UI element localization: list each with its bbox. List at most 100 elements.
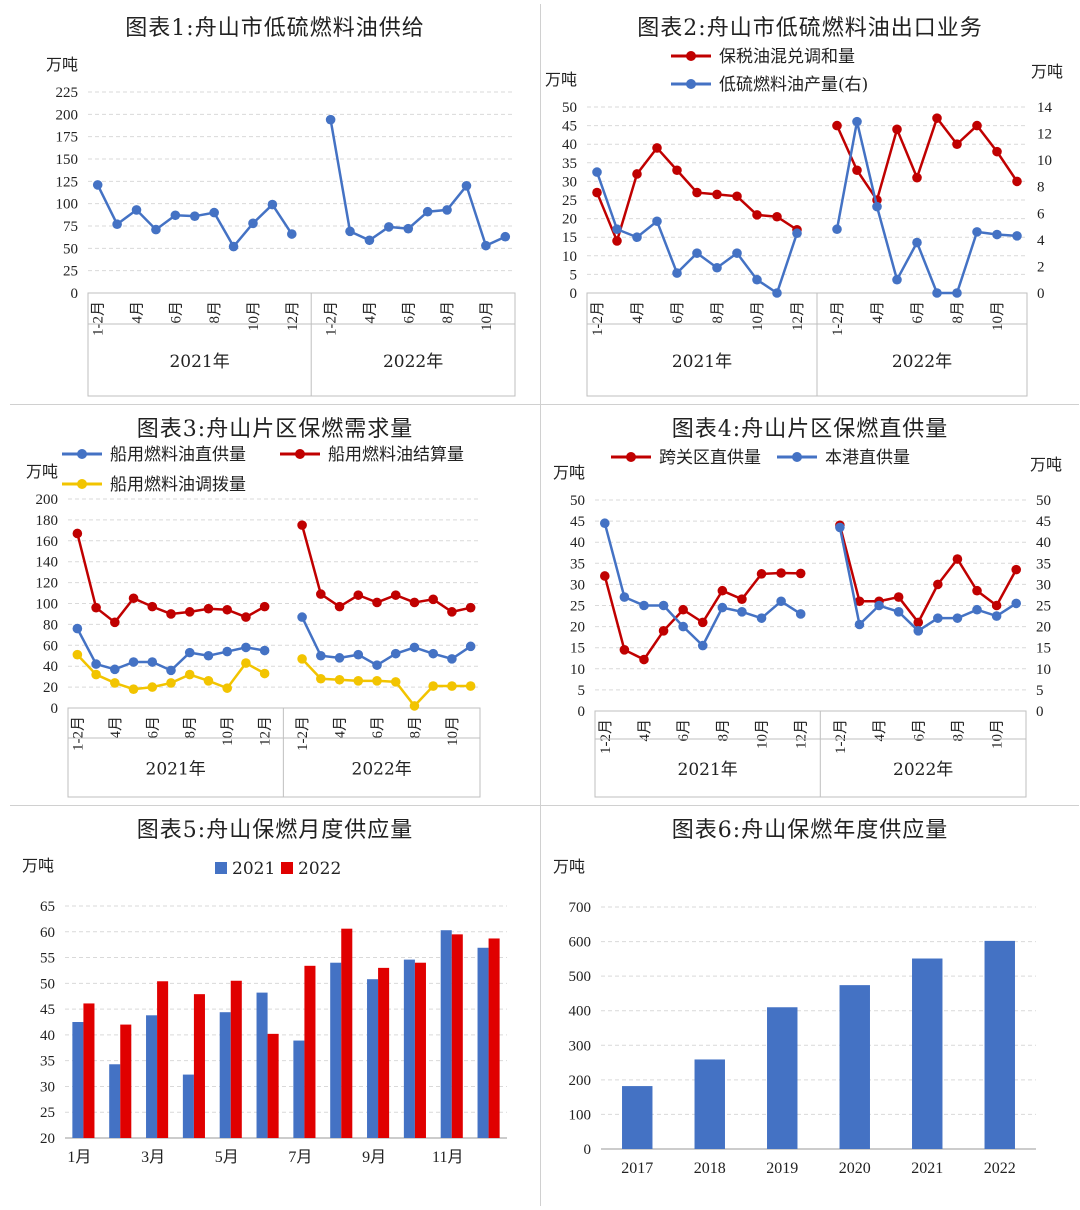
y-tick-label: 30	[570, 577, 585, 593]
data-point	[128, 657, 139, 667]
y-tick-label: 25	[562, 193, 577, 209]
data-point	[166, 678, 176, 688]
data-point	[403, 223, 414, 234]
data-point	[461, 181, 472, 191]
y-tick-label: 15	[1036, 641, 1051, 657]
data-point	[1011, 564, 1022, 575]
y-tick-label: 40	[1036, 535, 1051, 551]
x-tick-label: 4月	[108, 716, 124, 739]
chart-panel-3: 图表3:舟山片区保燃需求量 万吨 0 20 40 60 80 100 120 140 160 180…	[10, 405, 540, 805]
data-point	[972, 227, 982, 237]
x-tick-label: 6月	[676, 719, 692, 742]
y-tick-label: 50	[40, 976, 55, 992]
data-point	[128, 684, 139, 694]
legend-label: 船用燃料油调拨量	[110, 475, 246, 495]
data-point	[892, 124, 902, 135]
data-point	[776, 568, 786, 578]
x-tick-label: 4月	[637, 719, 653, 742]
series-line	[300, 524, 471, 614]
x-axis: 1-2月 4月 6月 8月 10月 12月 1-2月 4月 6月 8月 10月	[91, 301, 495, 336]
data-point	[692, 187, 702, 198]
y-unit-label: 万吨	[553, 857, 585, 876]
year-label: 2021年	[169, 352, 229, 372]
y-tick-label: 30	[1036, 577, 1051, 593]
x-tick-label: 6月	[401, 301, 417, 324]
legend-swatch	[215, 862, 227, 874]
gridlines	[595, 499, 1026, 691]
data-point	[912, 172, 922, 183]
y-axis-left: 0 20 40 60 80 100 120 140 160 180 200	[36, 492, 59, 717]
data-point	[835, 522, 845, 533]
y-axis-left: 0 5 10 15 20 25 30 35 40 45 50	[562, 100, 577, 302]
bar	[304, 965, 316, 1138]
x-tick-label: 1-2月	[590, 301, 606, 336]
bar	[256, 992, 268, 1138]
y-axis-left: 0 100 200 300 400 500 600 700	[569, 900, 592, 1158]
y-unit-label: 万吨	[26, 462, 58, 481]
data-point	[599, 518, 610, 529]
data-point	[447, 654, 457, 664]
bar	[912, 958, 943, 1149]
data-point	[184, 607, 195, 617]
data-point	[893, 607, 904, 617]
y-tick-label: 15	[570, 641, 585, 657]
bar	[451, 934, 463, 1138]
x-tick-label: 8月	[710, 301, 726, 324]
data-point	[672, 165, 682, 176]
x-tick-label: 6月	[370, 716, 386, 739]
x-tick-label: 10月	[479, 301, 495, 331]
y-tick-label: 30	[562, 174, 577, 190]
x-tick-label: 7月	[288, 1149, 312, 1166]
chart-panel-4: 图表4:舟山片区保燃直供量 万吨 万吨 0 5 10 15 20 25 30 35 40 45 50 0 5…	[541, 405, 1079, 805]
x-tick-label: 8月	[950, 719, 966, 742]
data-point	[932, 113, 942, 123]
data-point	[325, 114, 336, 125]
data-point	[316, 589, 326, 599]
x-tick-label: 8月	[407, 716, 423, 739]
bar	[293, 1040, 305, 1138]
data-point	[110, 617, 120, 628]
chart-title: 图表6:舟山保燃年度供应量	[671, 818, 949, 843]
series-0	[72, 612, 476, 676]
series-line	[300, 616, 472, 667]
data-point	[913, 626, 924, 636]
panel-divider	[10, 404, 1079, 405]
bar	[403, 959, 415, 1138]
bar	[767, 1007, 798, 1149]
data-point	[933, 579, 943, 590]
x-tick-label: 1-2月	[295, 716, 311, 751]
data-point	[372, 676, 382, 686]
data-point	[992, 146, 1002, 157]
y-tick-label: 140	[36, 555, 59, 571]
data-point	[170, 210, 181, 221]
data-point	[409, 642, 420, 653]
y-tick-label: 20	[562, 212, 577, 228]
y-axis-right: 0 2 4 6 8 10 12 14	[1037, 100, 1053, 302]
y-tick-label: 20	[570, 620, 585, 636]
data-point	[481, 240, 491, 251]
y-unit-label: 万吨	[22, 856, 54, 875]
y-tick-label: 40	[40, 1028, 55, 1044]
data-point	[732, 191, 742, 202]
y-tick-label: 50	[63, 241, 78, 257]
data-point	[697, 640, 708, 651]
data-point	[184, 669, 195, 680]
legend-label: 船用燃料油直供量	[110, 445, 246, 465]
data-point	[345, 226, 355, 237]
y-tick-label: 12	[1037, 127, 1052, 143]
x-tick-label: 4月	[872, 719, 888, 742]
y-tick-label: 10	[570, 662, 585, 678]
bar	[341, 928, 353, 1138]
x-tick-label: 10月	[220, 716, 236, 746]
data-point	[619, 645, 630, 655]
data-point	[795, 609, 806, 619]
series-0	[622, 940, 1015, 1149]
data-point	[353, 590, 364, 600]
x-tick-label: 6月	[911, 719, 927, 742]
bar	[440, 930, 452, 1138]
y-tick-label: 60	[43, 638, 58, 654]
x-axis: 1-2月 4月 6月 8月 10月 12月 1-2月 4月 6月 8月 10月	[70, 716, 461, 751]
x-tick-label: 10月	[445, 716, 461, 746]
data-point	[248, 218, 258, 229]
